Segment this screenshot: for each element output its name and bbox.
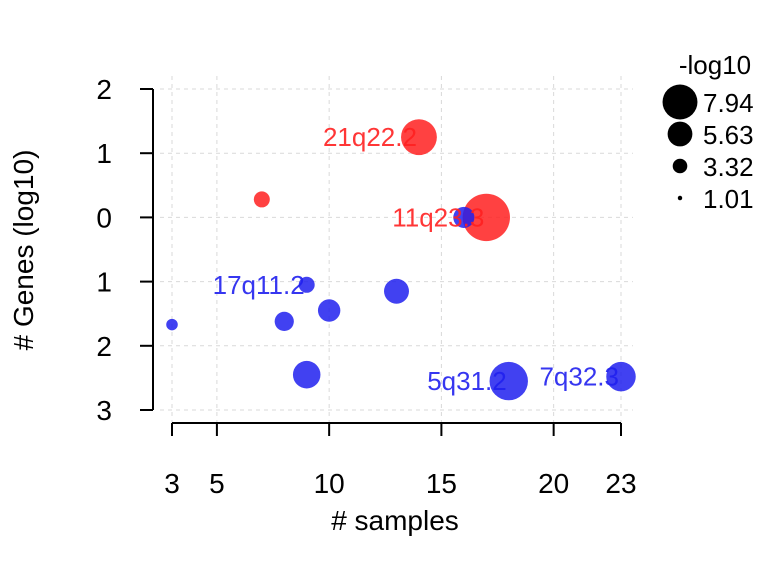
data-point-2: [462, 193, 510, 242]
point-label-4: 17q11.2: [213, 270, 305, 300]
legend-marker-3: [677, 195, 683, 201]
data-point-9: [292, 360, 321, 389]
grid: [160, 76, 633, 423]
y-tick-label-5: 3: [96, 395, 112, 426]
y-tick-label-1: 1: [96, 138, 112, 169]
data-point-11: [606, 361, 636, 392]
legend: -log10 7.945.633.321.01: [662, 50, 754, 214]
legend-label-0: 7.94: [703, 88, 754, 118]
x-tick-label-1: 5: [209, 468, 225, 499]
legend-marker-0: [662, 84, 698, 120]
data-point-6: [317, 299, 341, 322]
data-point-0: [401, 119, 437, 156]
legend-label-1: 5.63: [703, 120, 754, 150]
data-point-3: [453, 206, 475, 228]
legend-label-2: 3.32: [703, 152, 754, 182]
data-point-10: [489, 361, 528, 401]
point-label-11: 7q32.3: [539, 362, 619, 392]
data-point-4: [298, 276, 315, 293]
legend-title: -log10: [679, 50, 751, 80]
data-point-7: [274, 311, 294, 332]
y-tick-label-2: 0: [96, 202, 112, 233]
point-labels: 21q22.2 11q23.3 17q11.2 5q31.2 7q32.3: [213, 122, 619, 396]
legend-marker-1: [667, 121, 693, 147]
x-tick-label-0: 3: [164, 468, 180, 499]
legend-label-3: 1.01: [703, 184, 754, 214]
x-tick-label-4: 20: [538, 468, 569, 499]
legend-entries: 7.945.633.321.01: [662, 84, 754, 214]
legend-marker-2: [672, 158, 688, 174]
x-tick-label-3: 15: [426, 468, 457, 499]
data-point-1: [253, 191, 270, 208]
y-tick-label-3: 1: [96, 267, 112, 298]
data-points: [166, 119, 636, 401]
y-axis-label: # Genes (log10): [8, 150, 39, 351]
data-point-5: [384, 278, 409, 304]
x-axis-label: # samples: [331, 505, 459, 536]
point-label-10: 5q31.2: [427, 366, 507, 396]
y-tick-label-0: 2: [96, 74, 112, 105]
x-tick-label-2: 10: [314, 468, 345, 499]
y-axis: 2 1 0 1 2 3: [96, 74, 154, 426]
point-label-2: 11q23.3: [392, 202, 484, 232]
x-axis: 3 5 10 15 20 23: [164, 422, 637, 499]
point-label-0: 21q22.2: [323, 122, 417, 152]
x-tick-label-5: 23: [605, 468, 636, 499]
y-tick-label-4: 2: [96, 331, 112, 362]
data-point-8: [166, 318, 178, 331]
